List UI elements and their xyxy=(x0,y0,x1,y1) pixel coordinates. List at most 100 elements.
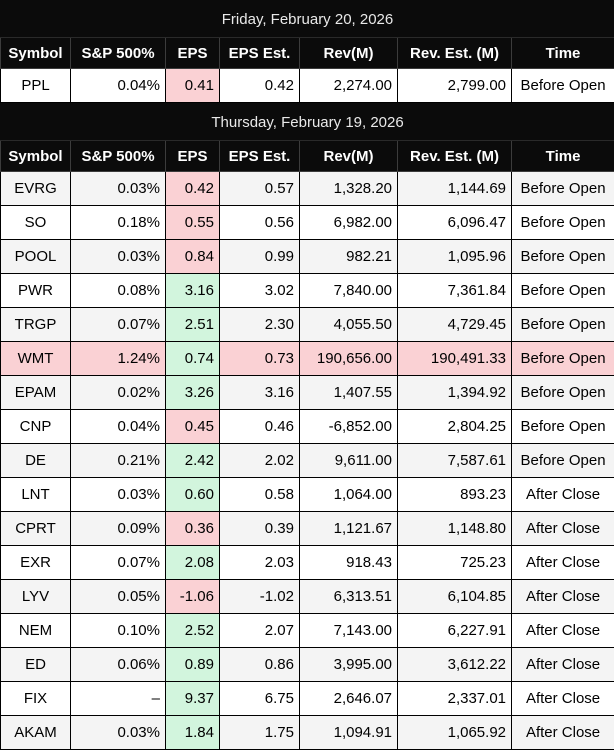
symbol-cell: PPL xyxy=(1,69,71,103)
eps-cell: 2.51 xyxy=(166,308,220,342)
date-header-row: Friday, February 20, 2026 xyxy=(1,1,614,38)
rev-cell: 1,064.00 xyxy=(300,478,398,512)
eps-est-cell: 1.75 xyxy=(220,716,300,750)
eps-est-cell: 0.56 xyxy=(220,206,300,240)
rev-cell: 190,656.00 xyxy=(300,342,398,376)
sp500-cell: 0.05% xyxy=(71,580,166,614)
rev-cell: 1,094.91 xyxy=(300,716,398,750)
rev-est-cell: 1,148.80 xyxy=(398,512,512,546)
time-cell: After Close xyxy=(512,648,614,682)
eps-cell: 3.26 xyxy=(166,376,220,410)
eps-cell: 0.55 xyxy=(166,206,220,240)
rev-est-cell: 1,065.92 xyxy=(398,716,512,750)
time-cell: After Close xyxy=(512,682,614,716)
sp500-cell: 0.03% xyxy=(71,240,166,274)
eps-cell: -1.06 xyxy=(166,580,220,614)
time-cell: Before Open xyxy=(512,274,614,308)
column-header-eps-est: EPS Est. xyxy=(220,38,300,69)
column-header-symbol: Symbol xyxy=(1,38,71,69)
eps-est-cell: -1.02 xyxy=(220,580,300,614)
time-cell: After Close xyxy=(512,614,614,648)
date-header: Thursday, February 19, 2026 xyxy=(1,104,614,141)
column-header-eps: EPS xyxy=(166,141,220,172)
rev-est-cell: 2,804.25 xyxy=(398,410,512,444)
rev-est-cell: 2,337.01 xyxy=(398,682,512,716)
rev-cell: 2,274.00 xyxy=(300,69,398,103)
column-header-rev: Rev(M) xyxy=(300,38,398,69)
symbol-cell: EXR xyxy=(1,546,71,580)
sp500-cell: 0.03% xyxy=(71,716,166,750)
rev-est-cell: 6,096.47 xyxy=(398,206,512,240)
rev-cell: 1,121.67 xyxy=(300,512,398,546)
rev-est-cell: 1,095.96 xyxy=(398,240,512,274)
time-cell: Before Open xyxy=(512,240,614,274)
sp500-cell: 0.18% xyxy=(71,206,166,240)
column-header-time: Time xyxy=(512,38,614,69)
rev-est-cell: 2,799.00 xyxy=(398,69,512,103)
rev-cell: 982.21 xyxy=(300,240,398,274)
symbol-cell: DE xyxy=(1,444,71,478)
eps-est-cell: 2.03 xyxy=(220,546,300,580)
rev-cell: 1,328.20 xyxy=(300,172,398,206)
time-cell: Before Open xyxy=(512,206,614,240)
sp500-cell: 0.03% xyxy=(71,172,166,206)
eps-est-cell: 0.58 xyxy=(220,478,300,512)
symbol-cell: PWR xyxy=(1,274,71,308)
rev-est-cell: 1,144.69 xyxy=(398,172,512,206)
time-cell: Before Open xyxy=(512,444,614,478)
eps-est-cell: 3.02 xyxy=(220,274,300,308)
time-cell: Before Open xyxy=(512,410,614,444)
sp500-cell: 0.09% xyxy=(71,512,166,546)
rev-cell: 9,611.00 xyxy=(300,444,398,478)
rev-est-cell: 725.23 xyxy=(398,546,512,580)
eps-est-cell: 0.39 xyxy=(220,512,300,546)
eps-cell: 0.89 xyxy=(166,648,220,682)
rev-cell: 3,995.00 xyxy=(300,648,398,682)
symbol-cell: TRGP xyxy=(1,308,71,342)
sp500-cell: 0.04% xyxy=(71,69,166,103)
symbol-cell: AKAM xyxy=(1,716,71,750)
sp500-cell: 0.04% xyxy=(71,410,166,444)
rev-cell: 1,407.55 xyxy=(300,376,398,410)
eps-est-cell: 0.99 xyxy=(220,240,300,274)
rev-est-cell: 7,361.84 xyxy=(398,274,512,308)
sp500-cell: 0.21% xyxy=(71,444,166,478)
column-header-eps: EPS xyxy=(166,38,220,69)
symbol-cell: CNP xyxy=(1,410,71,444)
eps-cell: 3.16 xyxy=(166,274,220,308)
sp500-cell: 0.06% xyxy=(71,648,166,682)
time-cell: Before Open xyxy=(512,308,614,342)
column-header-rev-est: Rev. Est. (M) xyxy=(398,141,512,172)
time-cell: After Close xyxy=(512,512,614,546)
time-cell: After Close xyxy=(512,716,614,750)
symbol-cell: SO xyxy=(1,206,71,240)
symbol-cell: EVRG xyxy=(1,172,71,206)
rev-cell: 7,840.00 xyxy=(300,274,398,308)
eps-cell: 0.45 xyxy=(166,410,220,444)
column-header-time: Time xyxy=(512,141,614,172)
symbol-cell: EPAM xyxy=(1,376,71,410)
sp500-cell: 0.02% xyxy=(71,376,166,410)
rev-est-cell: 3,612.22 xyxy=(398,648,512,682)
sp500-cell: 0.10% xyxy=(71,614,166,648)
eps-est-cell: 2.02 xyxy=(220,444,300,478)
eps-cell: 0.36 xyxy=(166,512,220,546)
column-header-rev: Rev(M) xyxy=(300,141,398,172)
sp500-cell: 0.07% xyxy=(71,308,166,342)
eps-est-cell: 0.86 xyxy=(220,648,300,682)
rev-est-cell: 6,104.85 xyxy=(398,580,512,614)
eps-cell: 0.41 xyxy=(166,69,220,103)
